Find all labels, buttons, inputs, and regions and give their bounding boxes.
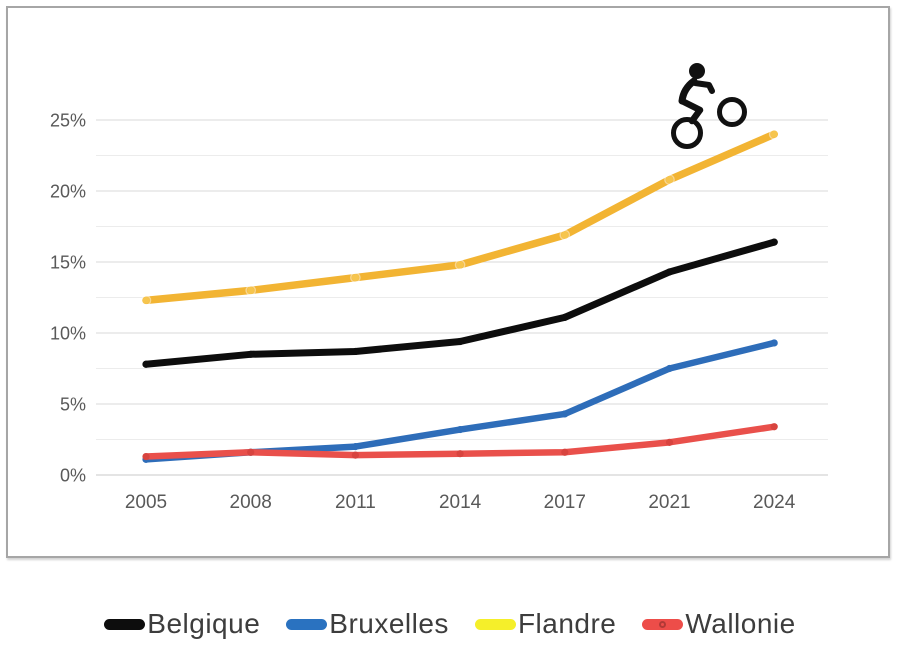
series-marker-wallonie [142,452,150,461]
series-marker-belgique [665,268,674,276]
series-marker-wallonie [561,448,569,456]
series-marker-belgique [770,238,778,246]
series-marker-ring-flandre [664,174,675,185]
x-axis-tick-label: 2014 [439,492,482,513]
series-marker-flandre [770,130,778,138]
cyclist-icon [671,63,747,149]
series-marker-flandre [351,274,359,282]
legend-label: Belgique [147,608,261,639]
legend-item-bruxelles: Bruxelles [286,608,449,640]
legend-swatch-belgique [104,618,146,630]
chart-legend: Belgique Bruxelles Flandre Wallonie [0,598,900,650]
x-axis-tick-label: 2017 [544,492,586,513]
legend-swatch-flandre [474,618,516,630]
series-marker-belgique [247,350,255,358]
plot-frame: 0% 5% 10% 15% 20% 25% 2005 2008 2011 2014 2017 2021… [6,6,890,558]
rider-legs [678,97,704,125]
rider-head [689,63,705,79]
legend-item-wallonie: Wallonie [642,608,795,640]
legend-swatch-bruxelles [286,618,328,630]
series-marker-wallonie [456,450,464,458]
x-axis-tick-label: 2005 [125,492,167,513]
legend-swatch-wallonie [642,618,684,630]
series-marker-belgique [456,337,464,346]
legend-label: Bruxelles [329,608,449,639]
series-marker-flandre [561,231,569,239]
series-marker-belgique [142,360,150,368]
legend-swatch-marker-ring [659,620,667,628]
legend-label: Wallonie [685,608,796,639]
series-marker-ring-flandre [768,128,780,140]
y-axis-tick-label: 5% [60,395,86,415]
x-axis-tick-label: 2024 [753,492,796,513]
series-marker-wallonie [665,438,674,446]
series-marker-ring-flandre [559,229,571,241]
series-marker-flandre [247,286,255,294]
series-marker-bruxelles [665,364,674,373]
series-marker-ring-flandre [350,272,361,283]
y-axis-tick-label: 25% [50,111,86,131]
series-marker-flandre [142,296,150,304]
x-axis-tick-label: 2011 [335,492,376,513]
series-marker-wallonie [351,451,359,459]
y-axis-tick-label: 15% [50,253,86,273]
series-marker-bruxelles [351,443,359,451]
legend-label: Flandre [517,608,617,639]
series-marker-flandre [665,176,674,184]
series-marker-wallonie [770,423,778,431]
x-axis-tick-label: 2008 [230,492,272,513]
x-axis-tick-label: 2021 [648,492,690,513]
rider-arm [692,80,715,94]
series-marker-belgique [351,347,359,356]
series-marker-ring-flandre [454,259,466,271]
series-marker-bruxelles [770,339,778,347]
series-marker-bruxelles [456,425,464,434]
series-marker-bruxelles [561,410,569,418]
line-chart-plot-area: 0% 5% 10% 15% 20% 25% 2005 2008 2011 2014 2017 2021… [50,111,828,513]
legend-item-belgique: Belgique [104,608,260,640]
bike-rear-wheel [671,117,703,149]
y-axis-tick-label: 0% [60,466,86,486]
series-marker-ring-flandre [245,285,256,296]
series-marker-flandre [456,261,464,269]
series-marker-belgique [561,313,569,321]
series-marker-ring-flandre [140,295,152,306]
bike-front-wheel [717,97,747,127]
y-axis-tick-label: 10% [50,324,86,344]
y-axis-tick-label: 20% [50,182,86,202]
legend-item-flandre: Flandre [474,608,617,640]
series-line-flandre [142,130,778,305]
series-marker-wallonie [247,448,255,456]
